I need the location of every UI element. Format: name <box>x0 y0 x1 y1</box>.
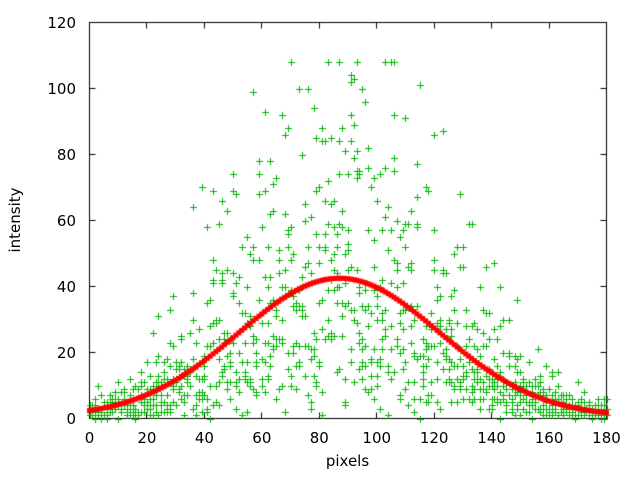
x-tick-label: 100 <box>362 429 392 447</box>
y-tick-label: 60 <box>56 211 76 230</box>
x-tick-label: 160 <box>534 429 564 447</box>
x-tick-label: 0 <box>84 429 95 447</box>
y-tick-label: 100 <box>47 79 76 98</box>
y-tick-label: 20 <box>56 343 76 362</box>
x-tick-label: 60 <box>252 429 272 447</box>
y-tick-label: 40 <box>56 277 76 296</box>
x-tick-label: 140 <box>477 429 506 447</box>
y-axis-title: intensity <box>6 187 24 253</box>
x-tick-label: 180 <box>592 429 621 447</box>
x-axis-title: pixels <box>325 452 370 470</box>
y-tick-label: 0 <box>66 409 76 428</box>
x-tick-label: 20 <box>137 429 157 447</box>
x-tick-label: 40 <box>194 429 214 447</box>
x-tick-label: 120 <box>419 429 449 447</box>
x-tick-label: 80 <box>309 429 329 447</box>
y-tick-label: 80 <box>56 145 76 164</box>
y-tick-label: 120 <box>47 13 76 32</box>
